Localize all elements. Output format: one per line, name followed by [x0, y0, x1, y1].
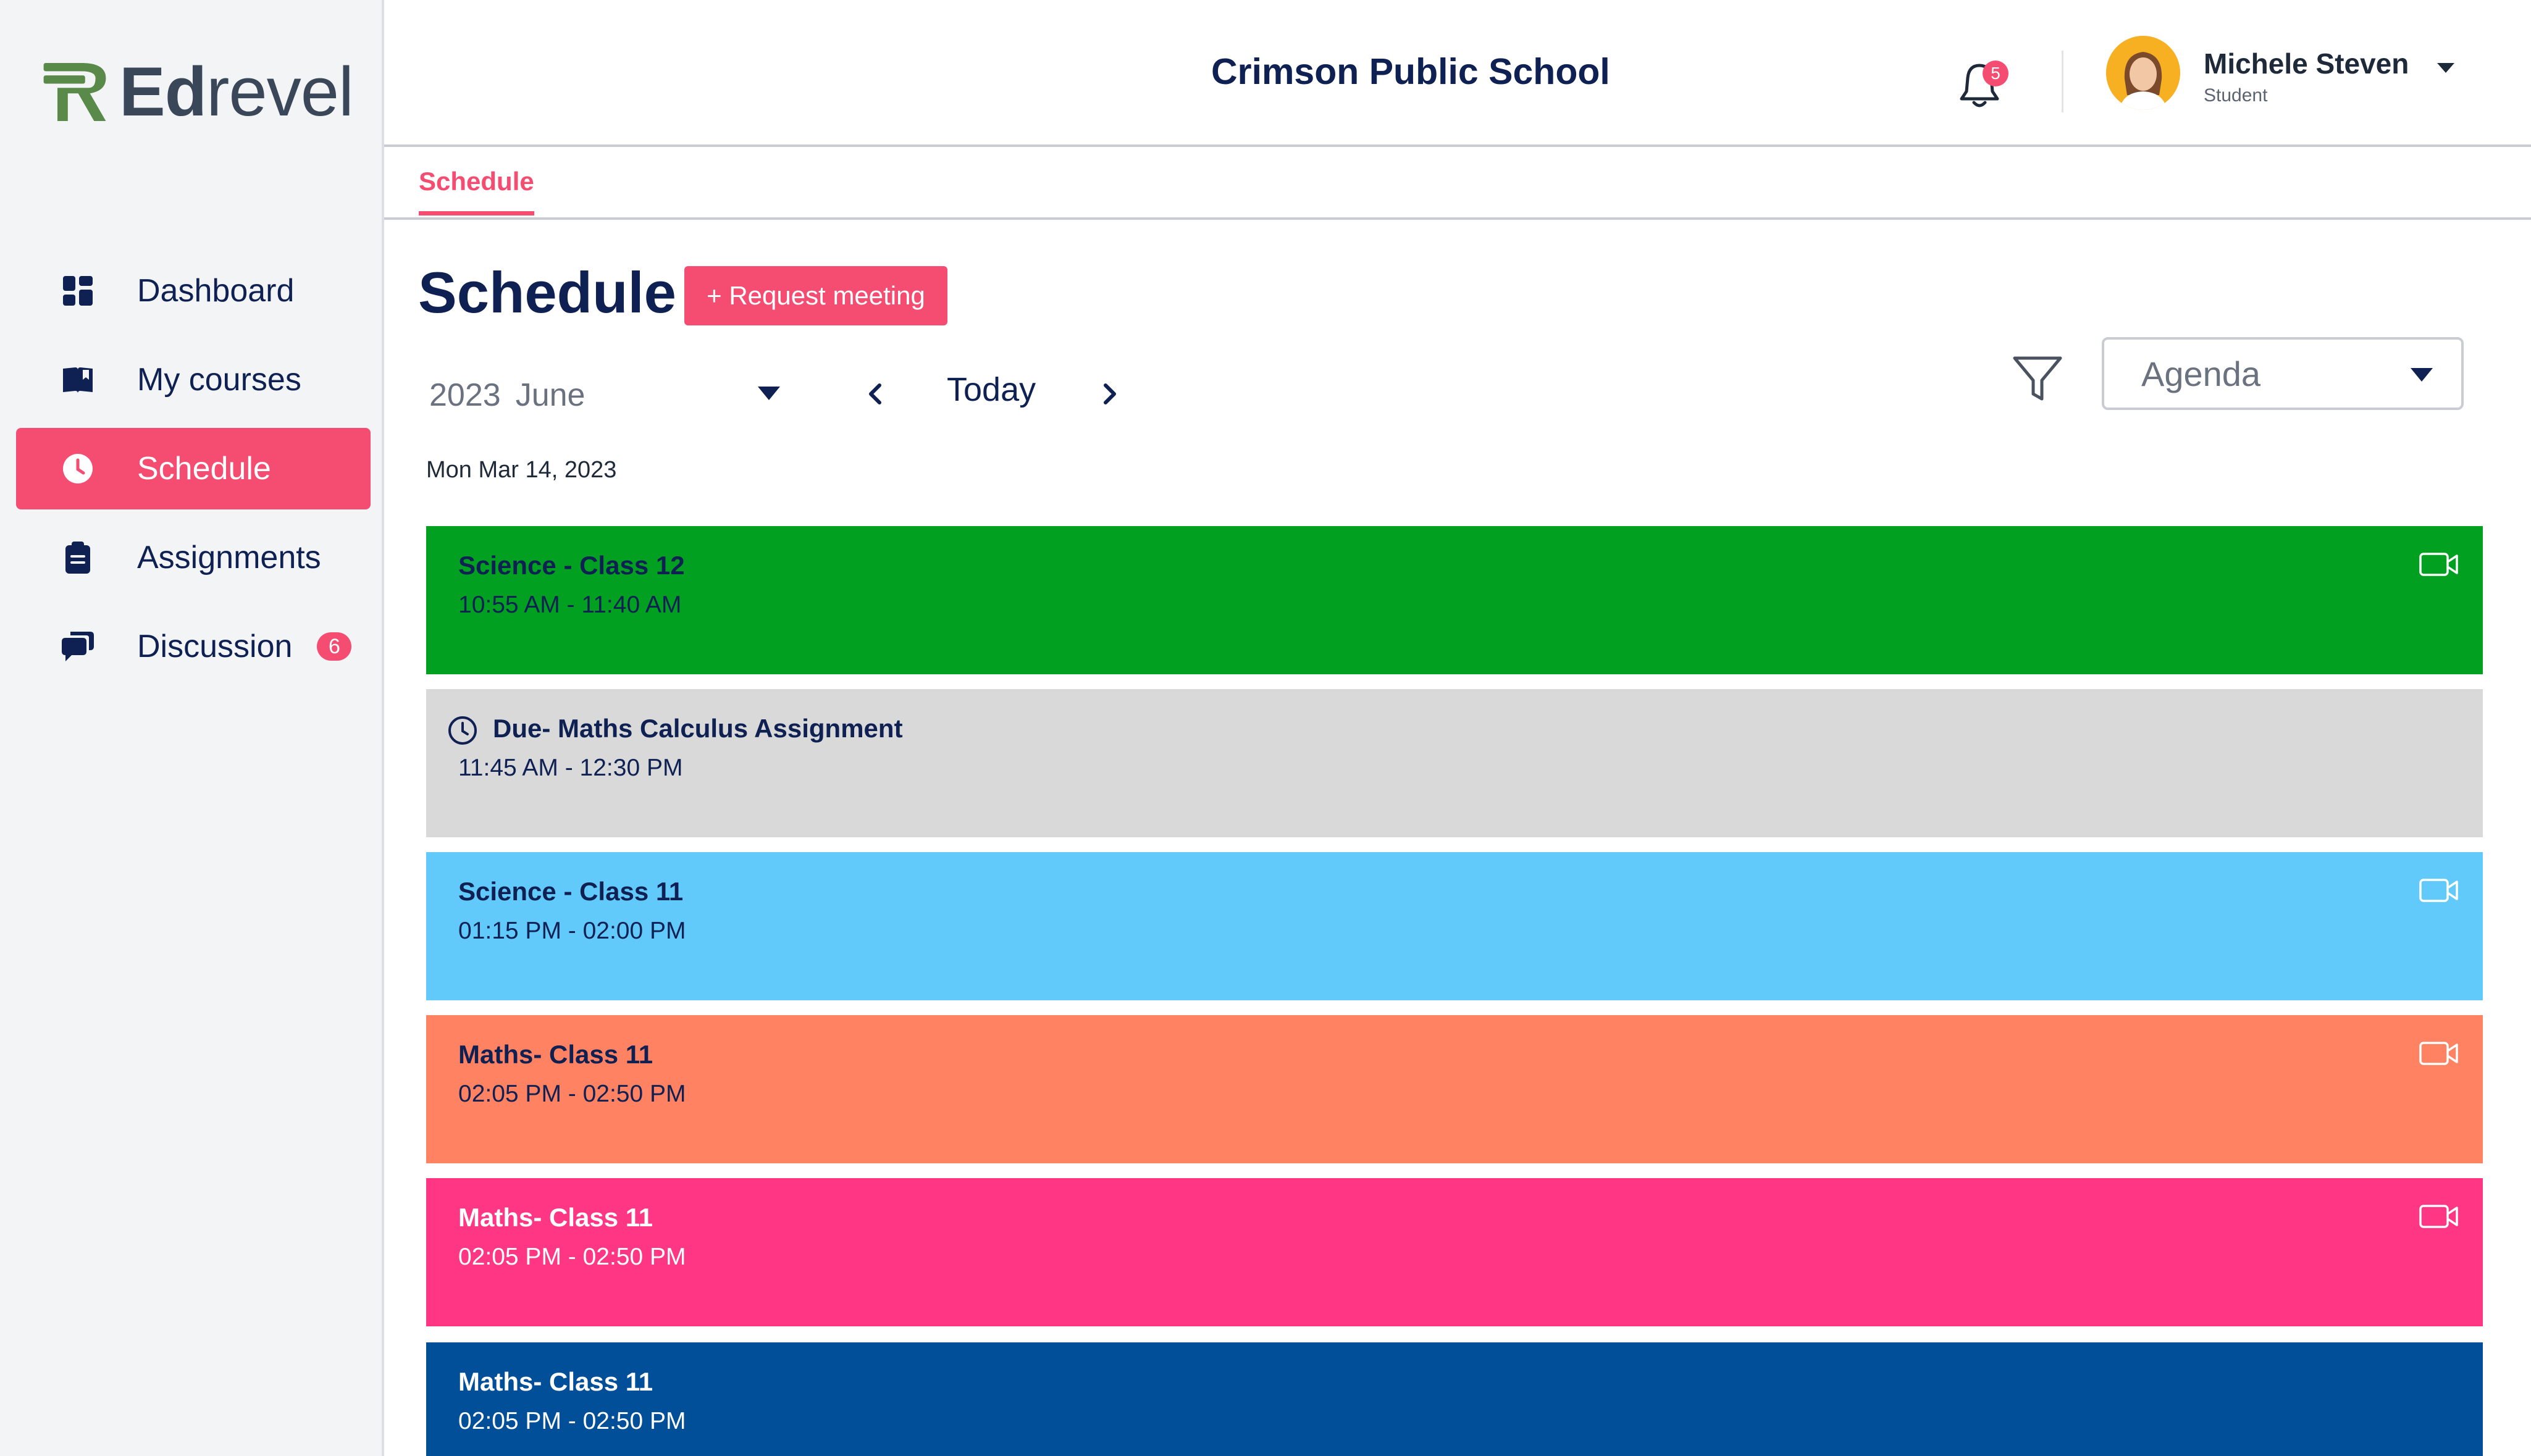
event-card-science-class-11[interactable]: Science - Class 11 01:15 PM - 02:00 PM: [426, 852, 2483, 1000]
edrevel-logo[interactable]: Edrevel: [40, 53, 354, 130]
event-title: Maths- Class 11: [458, 1203, 653, 1232]
previous-arrow-icon[interactable]: [863, 378, 886, 410]
chat-icon: [62, 632, 94, 661]
video-camera-icon[interactable]: [2419, 878, 2459, 903]
view-mode-select[interactable]: Agenda: [2102, 337, 2464, 410]
dashboard-icon: [63, 276, 93, 306]
event-card-maths-class-11[interactable]: Maths- Class 11 02:05 PM - 02:50 PM: [426, 1342, 2483, 1456]
school-name: Crimson Public School: [1211, 51, 1610, 92]
event-time: 01:15 PM - 02:00 PM: [458, 918, 686, 944]
page-title: Schedule: [418, 260, 676, 325]
event-title: Maths- Class 11: [458, 1040, 653, 1069]
clipboard-icon: [65, 542, 90, 574]
sidebar-item-assignments[interactable]: Assignments: [16, 517, 371, 598]
event-title: Maths- Class 11: [458, 1367, 653, 1396]
event-card-maths-class-11[interactable]: Maths- Class 11 02:05 PM - 02:50 PM: [426, 1178, 2483, 1326]
notification-count-badge: 5: [1983, 61, 2008, 86]
month-year-select[interactable]: 2023 June: [429, 370, 787, 420]
sidebar: Edrevel Dashboard My courses: [0, 0, 384, 1456]
sidebar-item-schedule[interactable]: Schedule: [16, 428, 371, 509]
clock-icon: [63, 454, 93, 483]
event-time: 02:05 PM - 02:50 PM: [458, 1081, 686, 1107]
logo-mark-icon: [43, 62, 106, 122]
event-time: 02:05 PM - 02:50 PM: [458, 1408, 686, 1434]
event-title: Science - Class 11: [458, 877, 684, 906]
agenda-date-label: Mon Mar 14, 2023: [426, 457, 617, 483]
year-value: 2023: [429, 377, 501, 413]
event-card-maths-class-11[interactable]: Maths- Class 11 02:05 PM - 02:50 PM: [426, 1015, 2483, 1163]
book-icon: [63, 367, 93, 393]
top-header: Crimson Public School: [384, 0, 2531, 147]
event-time: 11:45 AM - 12:30 PM: [458, 755, 683, 781]
avatar[interactable]: [2106, 36, 2180, 110]
video-camera-icon[interactable]: [2419, 1041, 2459, 1066]
sidebar-item-label: Assignments: [137, 540, 321, 575]
chevron-down-icon: [2411, 368, 2433, 382]
tab-bar: Schedule: [384, 147, 2531, 220]
request-meeting-button[interactable]: + Request meeting: [684, 266, 947, 325]
logo-wordmark: Edrevel: [119, 53, 354, 130]
next-arrow-icon[interactable]: [1099, 378, 1122, 410]
sidebar-item-label: My courses: [137, 362, 301, 398]
sidebar-item-discussion[interactable]: Discussion 6: [16, 606, 371, 687]
sidebar-item-label: Dashboard: [137, 273, 295, 309]
sidebar-item-label: Schedule: [137, 451, 271, 487]
clock-icon: [448, 716, 477, 745]
sidebar-item-label: Discussion: [137, 629, 293, 664]
user-role: Student: [2204, 85, 2268, 106]
sidebar-item-my-courses[interactable]: My courses: [16, 339, 371, 420]
event-title: Science - Class 12: [458, 551, 685, 580]
header-divider: [2062, 51, 2063, 112]
chevron-down-icon[interactable]: [2436, 61, 2456, 75]
user-name[interactable]: Michele Steven: [2204, 48, 2409, 80]
video-camera-icon[interactable]: [2419, 1204, 2459, 1229]
filter-icon[interactable]: [2012, 353, 2063, 404]
today-button[interactable]: Today: [947, 371, 1036, 408]
month-value: June: [515, 377, 586, 413]
discussion-count-badge: 6: [317, 632, 352, 661]
event-title: Due- Maths Calculus Assignment: [493, 714, 903, 743]
view-mode-value: Agenda: [2141, 354, 2261, 393]
chevron-down-icon: [758, 387, 780, 400]
event-card-science-class-12[interactable]: Science - Class 12 10:55 AM - 11:40 AM: [426, 526, 2483, 674]
event-time: 02:05 PM - 02:50 PM: [458, 1244, 686, 1270]
video-camera-icon[interactable]: [2419, 552, 2459, 577]
sidebar-item-dashboard[interactable]: Dashboard: [16, 250, 371, 332]
user-photo: [2106, 36, 2180, 110]
event-time: 10:55 AM - 11:40 AM: [458, 592, 682, 618]
sidebar-nav: Dashboard My courses Schedule: [16, 250, 371, 695]
tab-schedule[interactable]: Schedule: [419, 167, 534, 215]
event-card-due-assignment[interactable]: Due- Maths Calculus Assignment 11:45 AM …: [426, 689, 2483, 837]
